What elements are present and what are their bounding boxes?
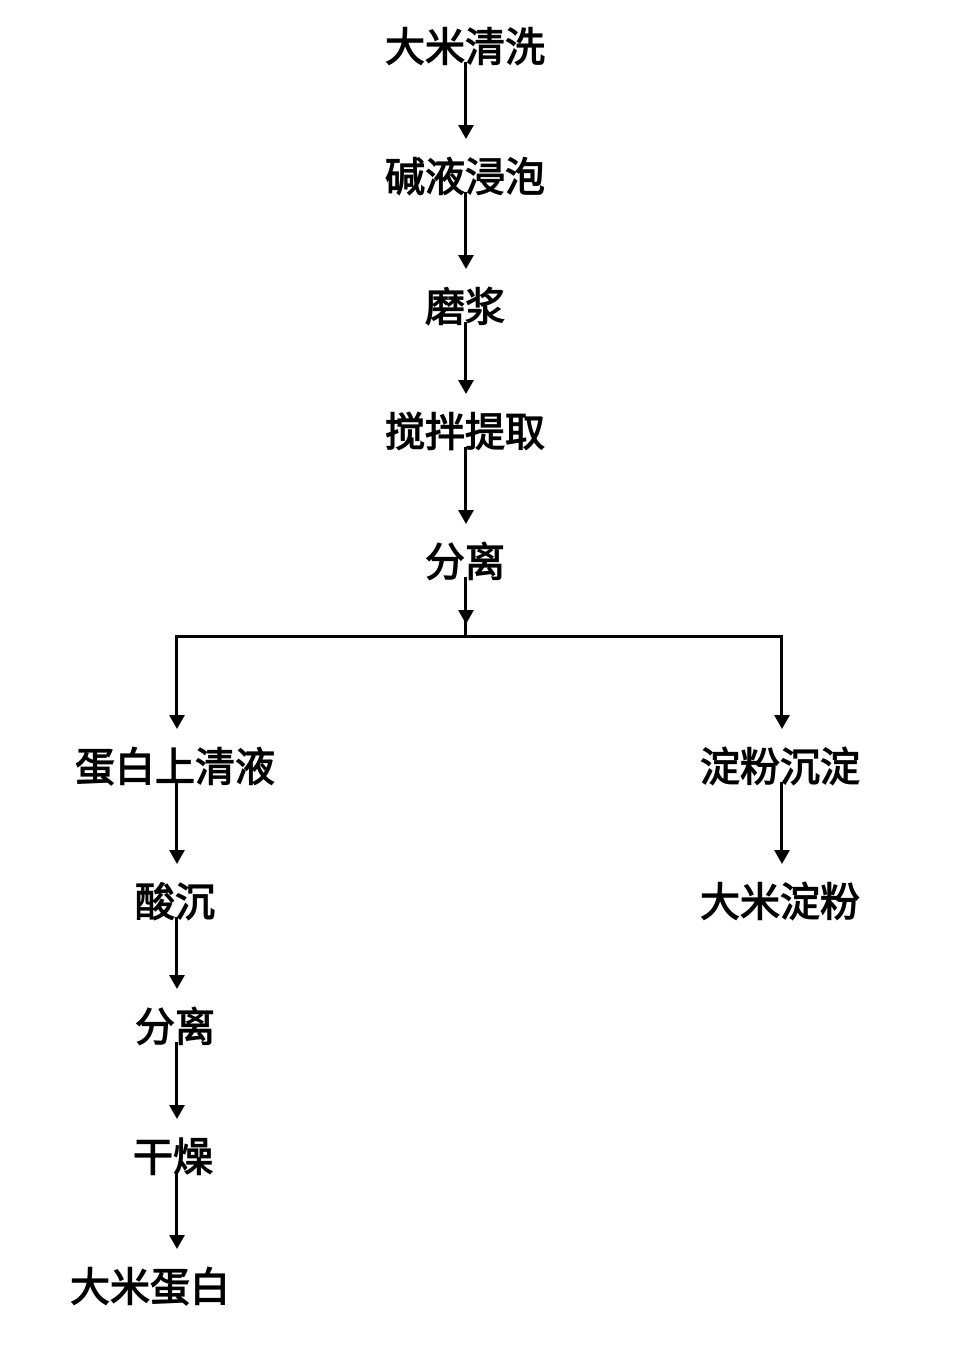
arrowhead-split-left — [169, 715, 185, 729]
node-rice-starch: 大米淀粉 — [700, 870, 860, 928]
arrowhead-2-3 — [458, 255, 474, 269]
arrow-6-8 — [175, 782, 178, 852]
arrowhead-1-2 — [458, 125, 474, 139]
arrowhead-4-5 — [458, 510, 474, 524]
arrow-11-12 — [175, 1172, 178, 1237]
arrow-split-right — [780, 635, 783, 717]
arrow-1-2 — [464, 62, 467, 127]
arrowhead-10-11 — [169, 1105, 185, 1119]
arrow-10-11 — [175, 1042, 178, 1107]
arrow-2-3 — [464, 192, 467, 257]
arrowhead-8-10 — [169, 975, 185, 989]
arrow-8-10 — [175, 917, 178, 977]
node-dry: 干燥 — [133, 1125, 213, 1183]
arrowhead-3-4 — [458, 380, 474, 394]
arrowhead-5-split — [458, 610, 474, 624]
arrow-3-4 — [464, 322, 467, 382]
arrowhead-7-9 — [774, 850, 790, 864]
arrowhead-11-12 — [169, 1235, 185, 1249]
arrow-4-5 — [464, 447, 467, 512]
arrow-7-9 — [780, 782, 783, 852]
arrow-5-split-v — [464, 577, 467, 635]
arrowhead-6-8 — [169, 850, 185, 864]
arrowhead-split-right — [774, 715, 790, 729]
node-rice-protein: 大米蛋白 — [70, 1255, 230, 1313]
arrow-split-left — [175, 635, 178, 717]
split-hline — [175, 635, 782, 638]
